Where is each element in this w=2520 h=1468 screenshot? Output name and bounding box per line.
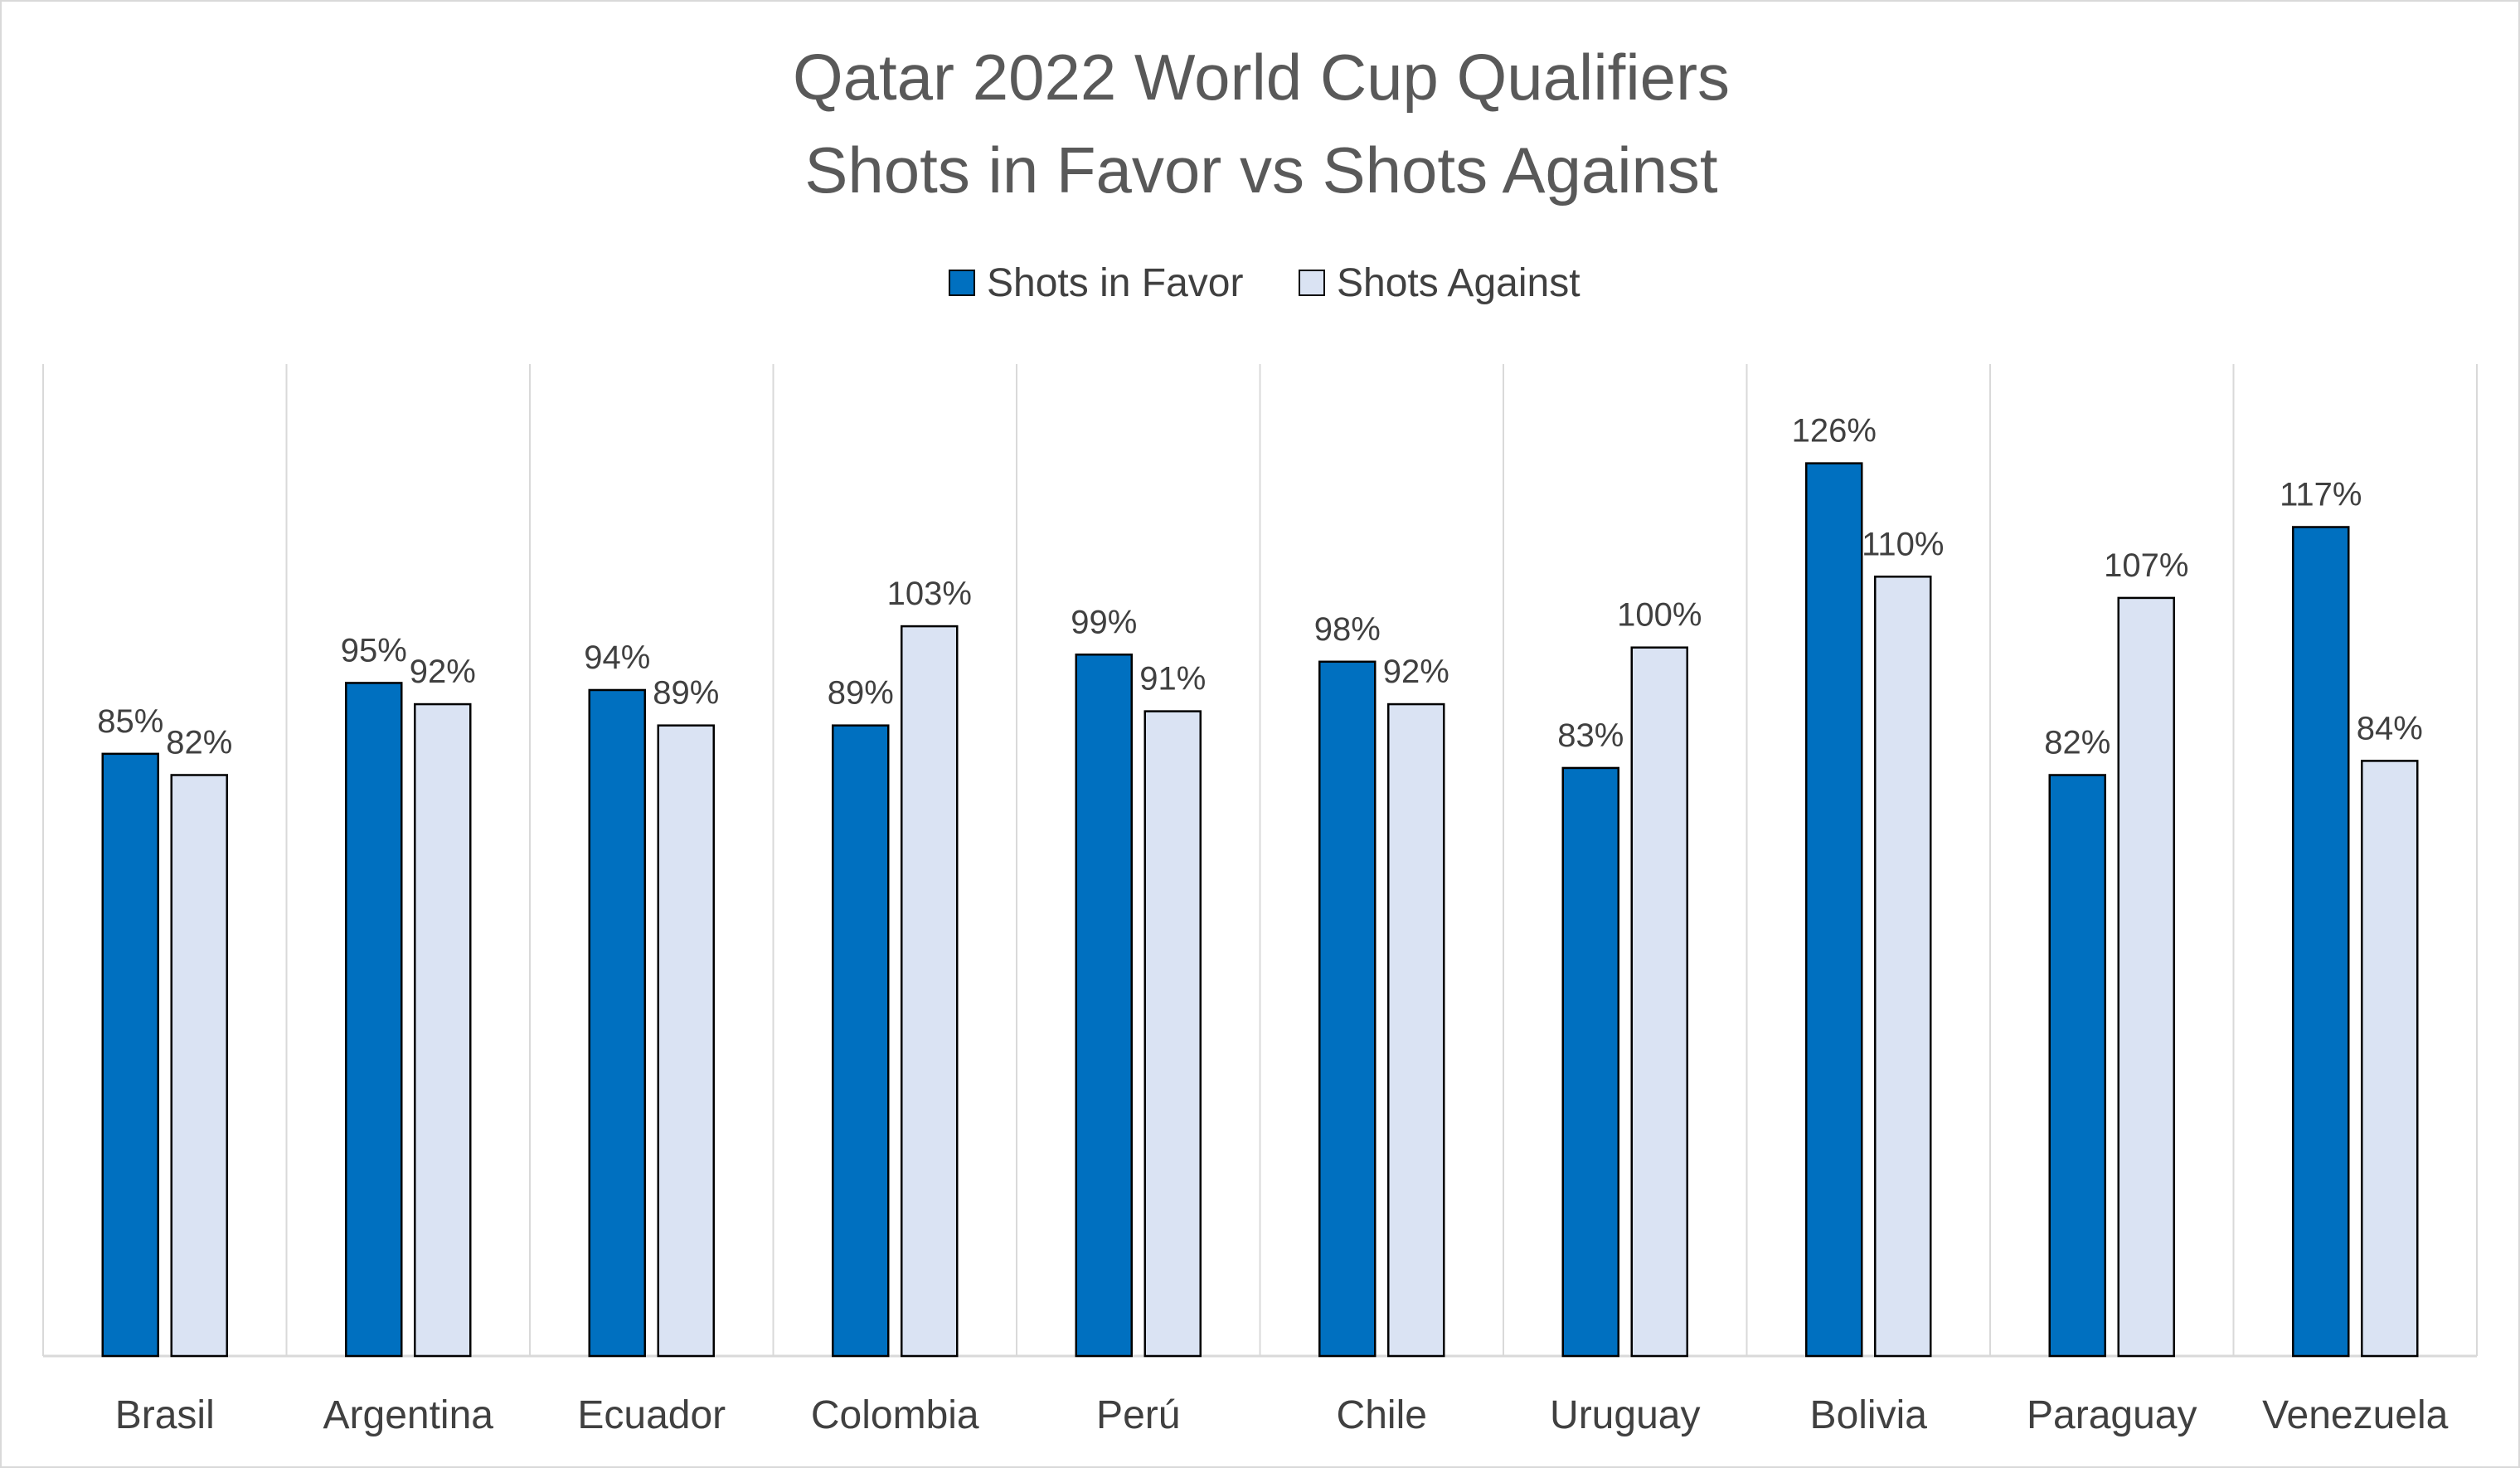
bar-shots-in-favor-bolivia [1805, 462, 1863, 1358]
data-label-shots-against-colombia: 103% [887, 576, 972, 612]
data-label-shots-against-chile: 92% [1383, 654, 1449, 690]
chart-title-line-1: Qatar 2022 World Cup Qualifiers [793, 41, 1730, 114]
bar-shots-in-favor-argentina [345, 682, 403, 1358]
data-label-shots-in-favor-chile: 98% [1314, 611, 1381, 648]
chart-title-line-2: Shots in Favor vs Shots Against [804, 134, 1718, 207]
data-label-shots-against-uruguay: 100% [1617, 597, 1702, 634]
data-label-shots-in-favor-uruguay: 83% [1557, 717, 1624, 754]
bar-shots-against-paraguay [2117, 596, 2175, 1358]
bar-shots-against-bolivia [1874, 576, 1932, 1358]
legend-swatch-shots-against [1299, 270, 1325, 296]
bar-shots-against-ecuador [657, 724, 715, 1358]
category-label-brasil: Brasil [115, 1393, 215, 1437]
bar-shots-against-chile [1387, 702, 1445, 1358]
category-label-bolivia: Bolivia [1810, 1393, 1928, 1437]
data-label-shots-in-favor-colombia: 89% [828, 675, 894, 712]
data-label-shots-in-favor-brasil: 85% [97, 703, 163, 740]
data-label-shots-in-favor-venezuela: 117% [2280, 476, 2362, 513]
category-labels: Brasil Argentina Ecuador Colombia Perú Chile U… [115, 1393, 2449, 1437]
category-gridlines [42, 364, 2478, 1358]
data-label-shots-in-favor-argentina: 95% [341, 632, 407, 668]
bar-shots-in-favor-ecuador [588, 688, 646, 1358]
data-labels: 85%82%95%92% 94%89% 89%103%99%91%98%92%83%… [97, 413, 2423, 761]
data-label-shots-in-favor-bolivia: 126% [1792, 413, 1877, 450]
data-label-shots-against-argentina: 92% [410, 654, 476, 690]
data-label-shots-against-brasil: 82% [166, 724, 232, 761]
data-label-shots-against-venezuela: 84% [2357, 710, 2423, 746]
bar-shots-in-favor-perú [1075, 654, 1133, 1358]
data-label-shots-against-perú: 91% [1139, 661, 1206, 698]
bar-shots-in-favor-venezuela [2292, 526, 2350, 1358]
bars [101, 462, 2419, 1358]
category-label-chile: Chile [1337, 1393, 1427, 1437]
category-label-perú: Perú [1096, 1393, 1180, 1437]
legend-label-shots-in-favor: Shots in Favor [987, 261, 1243, 305]
data-label-shots-against-ecuador: 89% [653, 675, 719, 712]
data-label-shots-against-bolivia: 110% [1862, 526, 1944, 562]
bar-shots-against-colombia [901, 625, 959, 1358]
category-label-argentina: Argentina [323, 1393, 494, 1437]
bar-shots-in-favor-chile [1318, 660, 1377, 1358]
bar-shots-against-uruguay [1630, 646, 1688, 1358]
bar-shots-against-brasil [170, 774, 228, 1358]
legend-swatch-shots-in-favor [949, 270, 975, 296]
bar-shots-in-favor-uruguay [1561, 766, 1619, 1358]
category-label-venezuela: Venezuela [2262, 1393, 2449, 1437]
data-label-shots-against-paraguay: 107% [2104, 547, 2188, 584]
category-label-uruguay: Uruguay [1550, 1393, 1700, 1437]
data-label-shots-in-favor-paraguay: 82% [2044, 724, 2110, 761]
data-label-shots-in-favor-perú: 99% [1071, 604, 1137, 640]
bar-shots-against-perú [1143, 710, 1202, 1358]
legend-label-shots-against: Shots Against [1337, 261, 1580, 305]
bar-shots-in-favor-paraguay [2048, 774, 2106, 1358]
chart-legend: Shots in Favor Shots Against [949, 261, 1580, 305]
category-label-paraguay: Paraguay [2027, 1393, 2197, 1437]
category-label-ecuador: Ecuador [577, 1393, 726, 1437]
bar-shots-in-favor-brasil [101, 752, 159, 1358]
bar-shots-in-favor-colombia [832, 724, 890, 1358]
data-label-shots-in-favor-ecuador: 94% [584, 639, 650, 676]
bar-shots-against-venezuela [2361, 760, 2419, 1358]
chart-title: Qatar 2022 World Cup Qualifiers Shots in … [793, 41, 1730, 207]
category-label-colombia: Colombia [811, 1393, 979, 1437]
bar-shots-against-argentina [414, 702, 472, 1358]
